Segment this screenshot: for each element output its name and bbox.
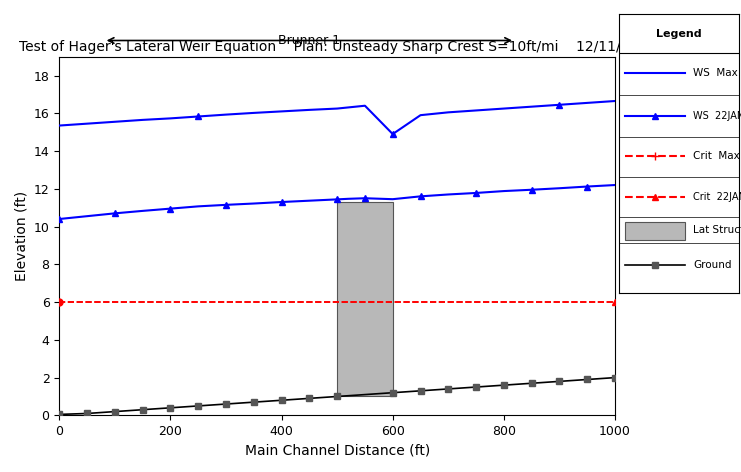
WS  22JAN2007 2400 [555, 185, 564, 191]
WS  22JAN2007 2400 [305, 198, 313, 203]
Bar [337, 202, 393, 396]
Ground [277, 397, 286, 403]
WS  Max WS [444, 110, 453, 115]
Ground [333, 394, 342, 399]
WS  22JAN2007 2400 [360, 195, 369, 201]
Ground [110, 409, 119, 414]
WS  Max WS [249, 110, 258, 116]
WS  Max WS [305, 107, 313, 113]
WS  Max WS [82, 121, 92, 126]
Text: Ground: Ground [693, 260, 731, 270]
Line: WS  Max WS: WS Max WS [56, 98, 619, 137]
WS  22JAN2007 2400 [110, 211, 119, 216]
Ground [499, 382, 508, 388]
Ground [416, 388, 425, 394]
Ground [555, 379, 564, 384]
WS  Max WS [582, 100, 591, 106]
WS  22JAN2007 2400 [582, 184, 591, 189]
WS  Max WS [138, 117, 147, 123]
Ground [471, 384, 480, 390]
Line: WS  22JAN2007 2400: WS 22JAN2007 2400 [56, 182, 619, 222]
Text: Lat Struct: Lat Struct [693, 225, 741, 235]
Ground [388, 390, 397, 396]
Ground [582, 377, 591, 382]
Y-axis label: Elevation (ft): Elevation (ft) [14, 191, 28, 281]
Ground [194, 403, 203, 409]
Text: Crit  22JAN2007 2400: Crit 22JAN2007 2400 [693, 192, 741, 202]
WS  22JAN2007 2400 [388, 196, 397, 202]
Ground [528, 380, 536, 386]
Bar [625, 222, 685, 240]
WS  Max WS [360, 103, 369, 109]
WS  22JAN2007 2400 [166, 206, 175, 211]
WS  Max WS [611, 98, 619, 104]
WS  22JAN2007 2400 [249, 201, 258, 206]
WS  22JAN2007 2400 [416, 194, 425, 199]
WS  22JAN2007 2400 [344, 196, 353, 202]
WS  22JAN2007 2400 [528, 187, 536, 193]
WS  22JAN2007 2400 [444, 192, 453, 197]
WS  Max WS [499, 106, 508, 111]
WS  Max WS [471, 108, 480, 113]
WS  Max WS [55, 123, 64, 128]
Ground [138, 407, 147, 413]
Ground [166, 405, 175, 411]
Text: WS  22JAN2007 2400: WS 22JAN2007 2400 [693, 111, 741, 121]
Ground [305, 396, 313, 401]
Ground [222, 401, 230, 407]
WS  Max WS [166, 116, 175, 121]
Text: Brunner 1: Brunner 1 [279, 34, 340, 47]
X-axis label: Main Channel Distance (ft): Main Channel Distance (ft) [245, 444, 430, 458]
WS  22JAN2007 2400 [82, 213, 92, 219]
Ground [611, 375, 619, 380]
WS  22JAN2007 2400 [333, 196, 342, 202]
WS  Max WS [528, 104, 536, 110]
Text: Legend: Legend [656, 29, 702, 39]
WS  Max WS [194, 114, 203, 119]
Ground [249, 399, 258, 405]
Ground [55, 412, 64, 417]
WS  Max WS [110, 119, 119, 125]
Text: WS  Max WS: WS Max WS [693, 67, 741, 77]
WS  22JAN2007 2400 [499, 188, 508, 194]
WS  22JAN2007 2400 [222, 202, 230, 208]
WS  22JAN2007 2400 [55, 216, 64, 222]
WS  22JAN2007 2400 [471, 190, 480, 196]
WS  Max WS [416, 112, 425, 118]
Title: Test of Hager's Lateral Weir Equation    Plan: Unsteady Sharp Crest S=10ft/mi   : Test of Hager's Lateral Weir Equation Pl… [19, 40, 656, 54]
Ground [82, 411, 92, 416]
WS  Max WS [333, 106, 342, 111]
Text: Crit  Max WS: Crit Max WS [693, 151, 741, 161]
Line: Ground: Ground [56, 375, 618, 417]
WS  22JAN2007 2400 [277, 199, 286, 205]
WS  22JAN2007 2400 [611, 182, 619, 188]
WS  Max WS [222, 112, 230, 118]
WS  Max WS [277, 109, 286, 114]
WS  Max WS [388, 131, 397, 137]
WS  22JAN2007 2400 [138, 208, 147, 214]
WS  Max WS [555, 102, 564, 108]
WS  22JAN2007 2400 [194, 203, 203, 209]
Ground [444, 386, 453, 392]
